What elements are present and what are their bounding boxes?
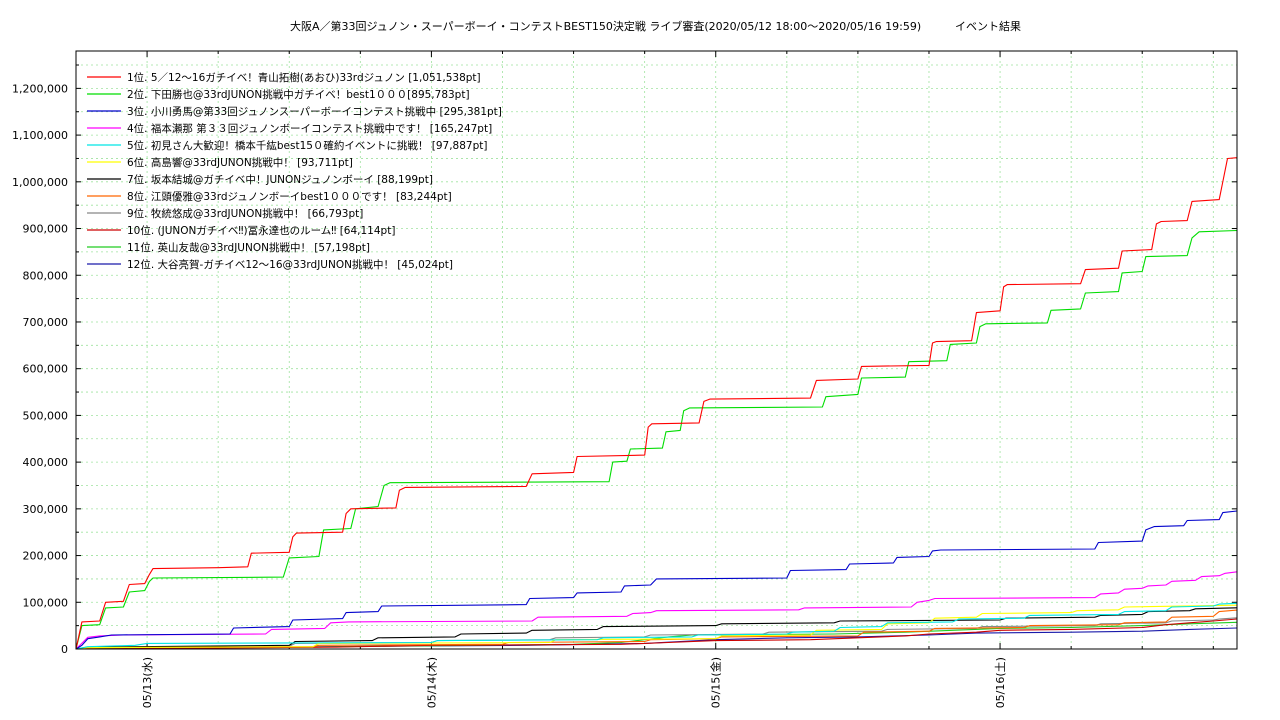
legend-label-7: 7位. 坂本結城@ガチイベ中！JUNONジュノンボーイ [88,199pt] <box>127 173 433 186</box>
y-tick-label: 700,000 <box>23 316 69 329</box>
legend-label-12: 12位. 大谷亮賀-ガチイベ12〜16@33rdJUNON挑戦中！ [45,02… <box>127 258 453 271</box>
series-line-1 <box>75 157 1238 650</box>
y-tick-label: 600,000 <box>23 363 69 376</box>
y-tick-label: 100,000 <box>23 596 69 609</box>
legend-label-3: 3位. 小川勇馬@第33回ジュノンスーパーボーイコンテスト挑戦中 [295,38… <box>127 105 502 118</box>
x-tick-label: 05/15(金) <box>709 657 723 708</box>
y-tick-label: 200,000 <box>23 550 69 563</box>
legend-label-2: 2位. 下田勝也@33rdJUNON挑戦中ガチイベ！best1０００[895,7… <box>127 88 470 101</box>
legend-label-11: 11位. 英山友哉@33rdJUNON挑戦中！ [57,198pt] <box>127 241 370 254</box>
x-tick-label: 05/13(水) <box>141 657 154 708</box>
series-line-8 <box>75 609 1238 650</box>
y-tick-label: 400,000 <box>23 456 69 469</box>
y-tick-label: 900,000 <box>23 223 69 236</box>
legend-label-1: 1位. 5／12〜16ガチイベ！青山拓樹(あおひ)33rdジュノン [1,051… <box>127 71 481 84</box>
x-tick-label: 05/16(土) <box>994 657 1007 708</box>
legend-label-4: 4位. 福本瀬那 第３３回ジュノンボーイコンテスト挑戦中です！ [165,247… <box>127 122 492 135</box>
series-line-3 <box>75 510 1238 650</box>
y-tick-label: 800,000 <box>23 269 69 282</box>
series-line-5 <box>75 602 1238 650</box>
legend: 1位. 5／12〜16ガチイベ！青山拓樹(あおひ)33rdジュノン [1,051… <box>87 71 502 271</box>
y-tick-label: 1,200,000 <box>12 82 68 95</box>
legend-label-9: 9位. 牧統悠成@33rdJUNON挑戦中！ [66,793pt] <box>127 207 363 220</box>
legend-label-5: 5位. 初見さん大歓迎！橋本千紘best15０確約イベントに挑戦！ [97,88… <box>127 139 487 152</box>
legend-label-10: 10位. (JUNONガチイベ‼)冨永達也のルーム‼ [64,114pt] <box>127 224 395 237</box>
series-line-2 <box>75 229 1238 650</box>
y-tick-label: 0 <box>61 643 68 656</box>
series-layer <box>75 157 1238 650</box>
series-line-7 <box>75 607 1238 650</box>
series-line-10 <box>75 618 1238 650</box>
series-line-4 <box>75 571 1238 650</box>
x-axis: 05/13(水) 05/14(木) 05/15(金) 05/16(土) <box>141 51 1214 708</box>
legend-label-8: 8位. 江頭優雅@33rdジュノンボーイbest1０００です！ [83,244p… <box>127 190 452 203</box>
y-tick-label: 300,000 <box>23 503 69 516</box>
chart-subtitle: イベント結果 <box>955 19 1021 33</box>
series-line-9 <box>75 617 1238 650</box>
chart-title: 大阪A／第33回ジュノン・スーパーボーイ・コンテストBEST150決定戦 ライブ… <box>290 19 921 33</box>
x-tick-label: 05/14(木) <box>425 657 438 708</box>
legend-label-6: 6位. 高島響@33rdJUNON挑戦中！ [93,711pt] <box>127 156 353 169</box>
y-tick-label: 500,000 <box>23 409 69 422</box>
y-axis: 0 100,000 200,000 300,000 400,000 500,000 600,… <box>12 64 1237 656</box>
y-tick-label: 1,000,000 <box>12 176 68 189</box>
grid-lines <box>76 51 1237 649</box>
plot-frame <box>75 50 1238 650</box>
y-tick-label: 1,100,000 <box>12 129 68 142</box>
